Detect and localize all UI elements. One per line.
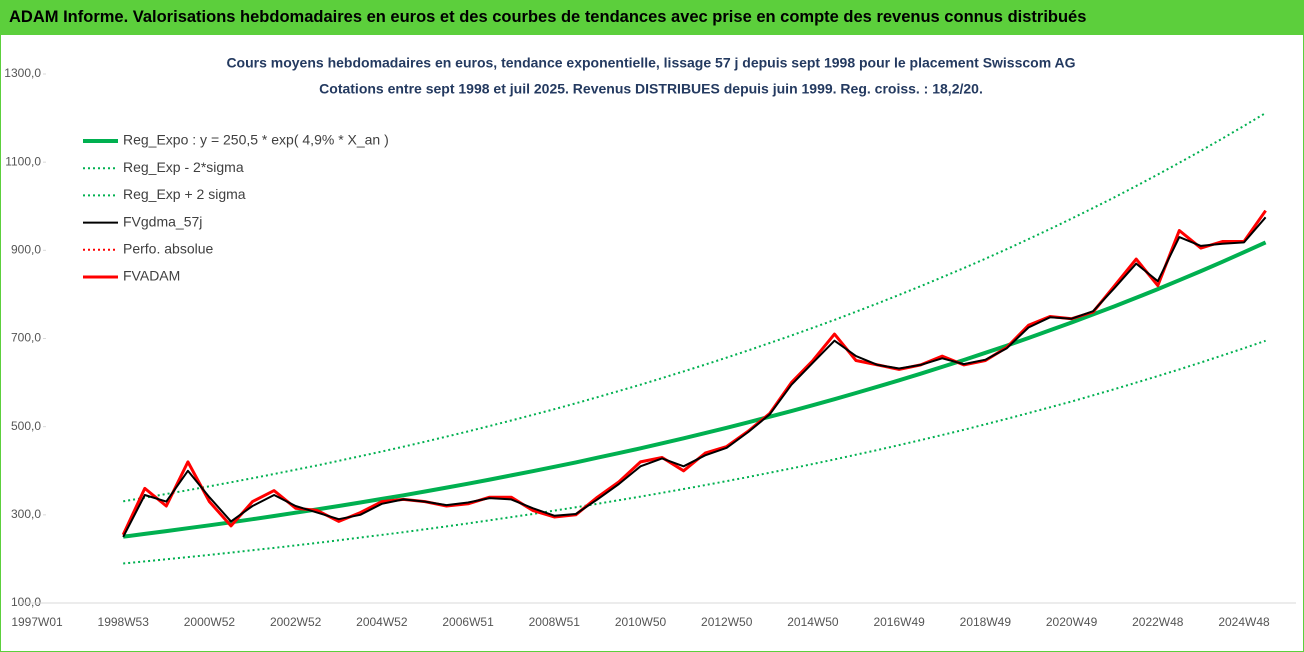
x-tick-label: 2022W48: [1132, 615, 1184, 629]
chart-title: Cours moyens hebdomadaires en euros, ten…: [226, 55, 1075, 71]
x-tick-label: 2012W50: [701, 615, 753, 629]
x-tick-label: 2000W52: [184, 615, 236, 629]
y-tick-label: 1300,0: [4, 66, 41, 80]
x-tick-label: 2010W50: [615, 615, 667, 629]
page-title: ADAM Informe. Valorisations hebdomadaire…: [9, 8, 1087, 26]
series-line: [122, 216, 1267, 538]
y-tick-label: 900,0: [11, 243, 41, 257]
title-bar: ADAM Informe. Valorisations hebdomadaire…: [1, 1, 1303, 35]
legend-label: FVADAM: [123, 268, 180, 284]
legend-label: Reg_Exp + 2 sigma: [123, 186, 246, 202]
y-tick-label: 500,0: [11, 419, 41, 433]
x-tick-label: 2024W48: [1218, 615, 1270, 629]
x-tick-label: 2004W52: [356, 615, 408, 629]
series-line: [123, 112, 1267, 503]
chart-subtitle: Cotations entre sept 1998 et juil 2025. …: [319, 81, 983, 97]
legend-label: Reg_Exp - 2*sigma: [123, 159, 244, 175]
y-tick-label: 100,0: [11, 595, 41, 609]
legend-label: FVgdma_57j: [123, 213, 202, 229]
x-tick-label: 2006W51: [442, 615, 494, 629]
y-tick-label: 700,0: [11, 331, 41, 345]
series-line: [123, 339, 1266, 565]
x-tick-label: 2016W49: [873, 615, 925, 629]
series-line: [122, 240, 1267, 539]
x-tick-label: 2018W49: [960, 615, 1012, 629]
y-tick-label: 300,0: [11, 507, 41, 521]
y-tick-label: 1100,0: [5, 154, 41, 168]
x-tick-label: 2002W52: [270, 615, 322, 629]
x-tick-label: 2008W51: [529, 615, 581, 629]
x-tick-label: 1998W53: [98, 615, 150, 629]
legend-label: Perfo. absolue: [123, 241, 213, 257]
x-tick-label: 2020W49: [1046, 615, 1098, 629]
x-tick-label: 1997W01: [11, 615, 63, 629]
legend-label: Reg_Expo : y = 250,5 * exp( 4,9% * X_an …: [123, 132, 389, 148]
x-tick-label: 2014W50: [787, 615, 839, 629]
